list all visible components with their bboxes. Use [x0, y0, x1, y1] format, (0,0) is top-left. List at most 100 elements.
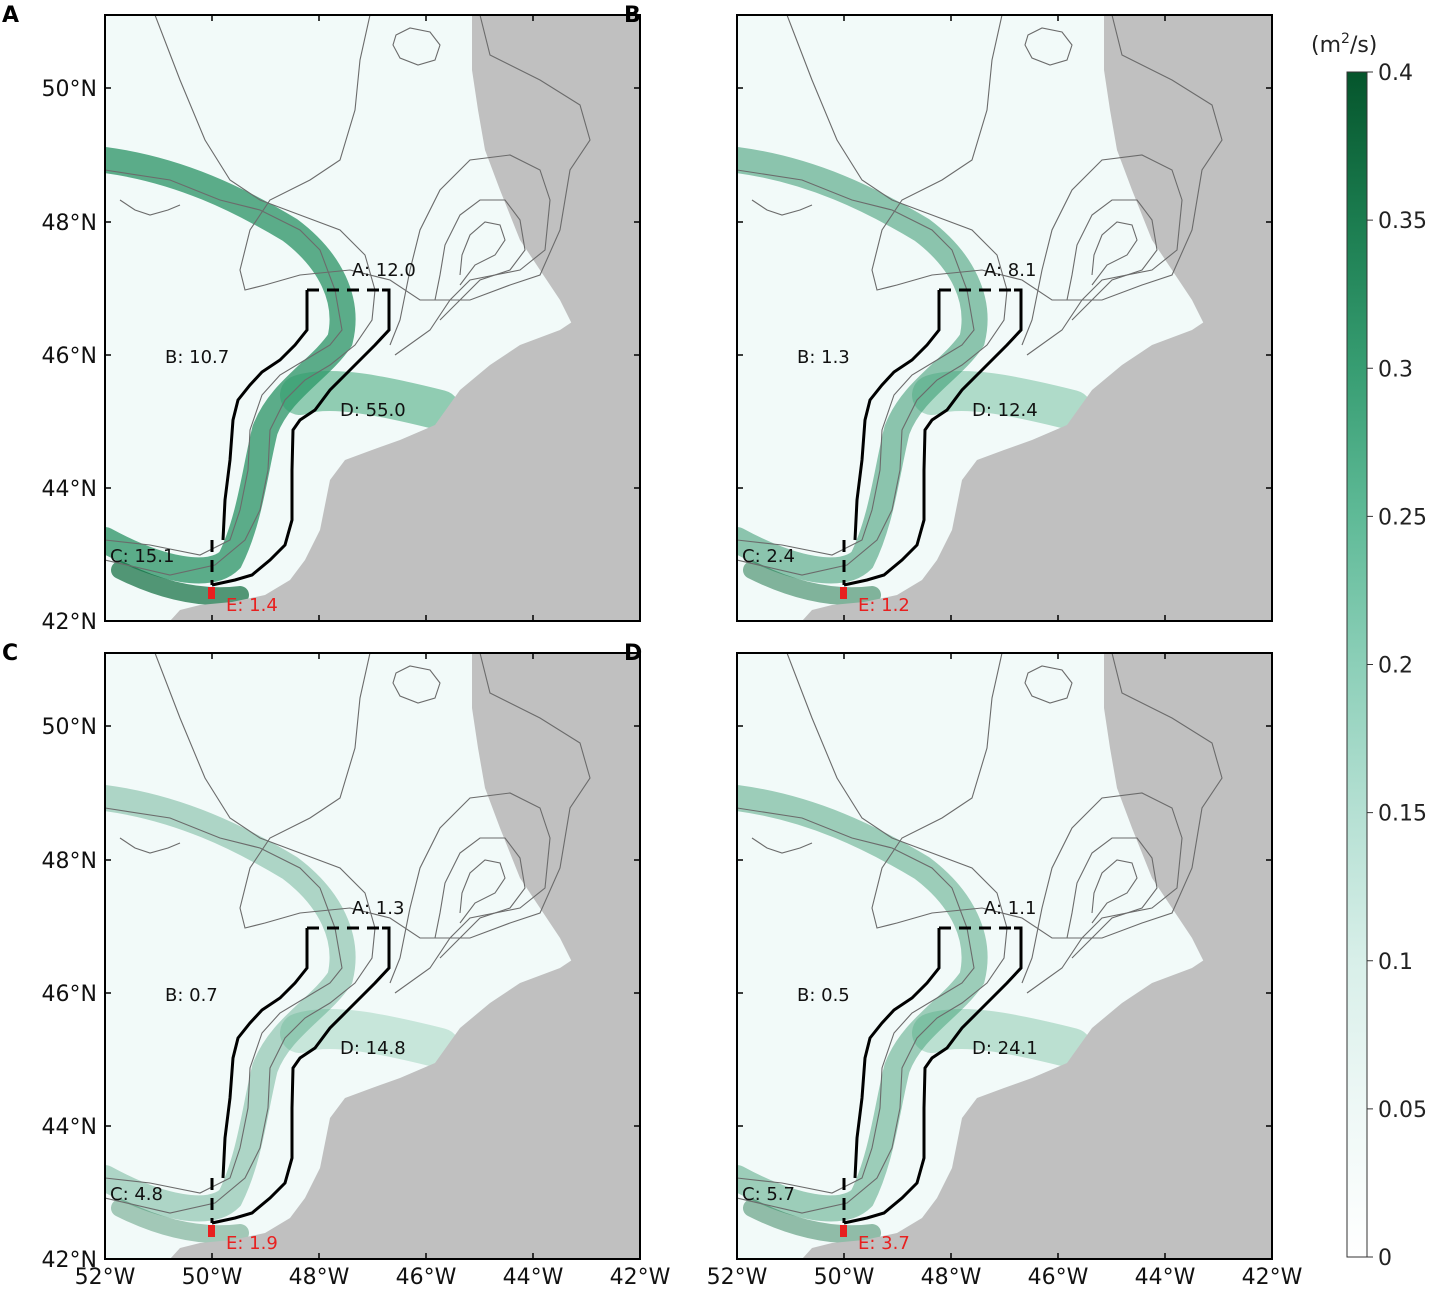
bathymetry-contour: [459, 221, 506, 286]
lon-tick-label: 44°W: [1135, 1265, 1196, 1290]
panel-frame: [104, 652, 641, 1260]
lat-tick-label: 50°N: [42, 77, 97, 102]
bathymetry-contour: [239, 653, 591, 939]
bathymetry-contour: [1021, 154, 1183, 356]
region-label: A: 12.0: [352, 260, 416, 281]
lon-tick-label: 46°W: [396, 1265, 457, 1290]
colorbar-tick-label: 0.2: [1378, 654, 1413, 679]
colorbar-tick-label: 0.25: [1378, 505, 1427, 530]
lat-tick-label: 44°N: [42, 1115, 97, 1140]
lon-tick-label: 50°W: [182, 1265, 243, 1290]
lon-tick-label: 50°W: [814, 1265, 875, 1290]
transport-south: [111, 1199, 249, 1244]
section-e-marker: [208, 587, 215, 599]
transport-south: [743, 561, 881, 606]
bathymetry-contour: [1024, 665, 1073, 704]
region-label: C: 4.8: [110, 1184, 163, 1205]
bathymetry-contour: [737, 169, 975, 556]
colorbar-tick-label: 0: [1378, 1246, 1392, 1271]
bathymetry-contour: [392, 27, 441, 66]
region-boundary: [221, 290, 309, 541]
bathymetry-contour: [105, 169, 343, 556]
bathymetry-contour: [105, 807, 343, 1194]
land-mass: [802, 300, 1272, 621]
region-label: A: 8.1: [984, 260, 1036, 281]
bathymetry-contour: [389, 154, 551, 356]
lon-tick-label: 42°W: [1242, 1265, 1303, 1290]
lon-tick-label: 44°W: [503, 1265, 564, 1290]
lat-tick-label: 46°N: [42, 982, 97, 1007]
colorbar-tick-label: 0.35: [1378, 209, 1427, 234]
bathymetry-contour: [751, 837, 813, 854]
section-e-marker: [208, 1225, 215, 1237]
region-label: C: 2.4: [742, 546, 795, 567]
section-e-marker: [840, 1225, 847, 1237]
bathymetry-contour: [392, 665, 441, 704]
transport-south: [743, 1199, 881, 1244]
colorbar-ticks: 0 0.05 0.1 0.15 0.2 0.25 0.3 0.35 0.4: [1367, 61, 1427, 1271]
region-boundary: [843, 288, 1023, 587]
panel-frame: [736, 652, 1273, 1260]
bathymetry-contour: [871, 653, 1223, 939]
region-label: B: 1.3: [797, 347, 850, 368]
region-label: D: 14.8: [340, 1038, 406, 1059]
colorbar-unit: (m2/s): [1311, 31, 1377, 58]
region-label: E: 3.7: [858, 1233, 910, 1254]
region-boundary: [853, 290, 941, 541]
colorbar-tick-label: 0.4: [1378, 61, 1413, 86]
panel-frame: [736, 14, 1273, 622]
bathymetry-contour: [1021, 792, 1183, 994]
region-label: B: 0.5: [797, 985, 850, 1006]
map-panel-d: A: 1.1 B: 0.5 C: 5.7 D: 24.1 E: 3.7 D 52°W 50°W…: [624, 641, 1303, 1290]
transport-south: [111, 561, 249, 606]
panel-letter: A: [2, 3, 19, 28]
panel-letter: B: [624, 3, 641, 28]
region-label: D: 24.1: [972, 1038, 1038, 1059]
land-mass: [802, 938, 1272, 1259]
bathymetry-contour: [751, 199, 813, 216]
map-panel-c: A: 1.3 B: 0.7 C: 4.8 D: 14.8 E: 1.9 C 42°N 44°N…: [2, 641, 671, 1290]
bathymetry-contour: [239, 15, 591, 301]
transport-plume: [280, 1009, 460, 1068]
region-label: D: 12.4: [972, 400, 1038, 421]
colorbar-scale: [1346, 71, 1368, 1258]
colorbar-tick-label: 0.3: [1378, 357, 1413, 382]
region-label: C: 5.7: [742, 1184, 795, 1205]
lat-tick-label: 42°N: [42, 610, 97, 635]
map-panel-a: A: 12.0 B: 10.7 C: 15.1 D: 55.0 E: 1.4 A 42°N 4…: [2, 3, 641, 635]
lat-tick-label: 48°N: [42, 849, 97, 874]
bathymetry-contour: [1066, 199, 1158, 321]
region-boundary: [853, 928, 941, 1179]
lat-tick-label: 48°N: [42, 211, 97, 236]
lon-tick-label: 52°W: [75, 1265, 136, 1290]
bathymetry-contour: [459, 859, 506, 924]
lat-tick-label: 42°N: [42, 1248, 97, 1273]
region-boundary: [211, 288, 391, 587]
bathymetry-contour: [434, 199, 526, 321]
map-panel-b: A: 8.1 B: 1.3 C: 2.4 D: 12.4 E: 1.2 B: [624, 3, 1273, 622]
lon-tick-label: 46°W: [1028, 1265, 1089, 1290]
lon-tick-label: 42°W: [610, 1265, 671, 1290]
region-label: D: 55.0: [340, 400, 406, 421]
bathymetry-contour: [737, 653, 1008, 1214]
region-label: B: 0.7: [165, 985, 218, 1006]
lat-tick-label: 44°N: [42, 477, 97, 502]
lat-tick-label: 50°N: [42, 715, 97, 740]
bathymetry-contour: [105, 653, 376, 1214]
region-label: A: 1.1: [984, 898, 1036, 919]
bathymetry-contour: [105, 15, 376, 576]
lon-tick-label: 48°W: [289, 1265, 350, 1290]
bathymetry-contour: [871, 15, 1223, 301]
panel-letter: C: [2, 641, 18, 666]
region-boundary: [843, 926, 1023, 1225]
bathymetry-contour: [434, 837, 526, 959]
bathymetry-contour: [119, 837, 181, 854]
region-boundary: [221, 928, 309, 1179]
map-panels: A: 12.0 B: 10.7 C: 15.1 D: 55.0 E: 1.4 A 42°N 4…: [2, 3, 1303, 1290]
bathymetry-contour: [389, 792, 551, 994]
land-mass: [170, 300, 640, 621]
land-mass: [170, 938, 640, 1259]
colorbar-tick-label: 0.05: [1378, 1098, 1427, 1123]
bathymetry-contour: [119, 199, 181, 216]
